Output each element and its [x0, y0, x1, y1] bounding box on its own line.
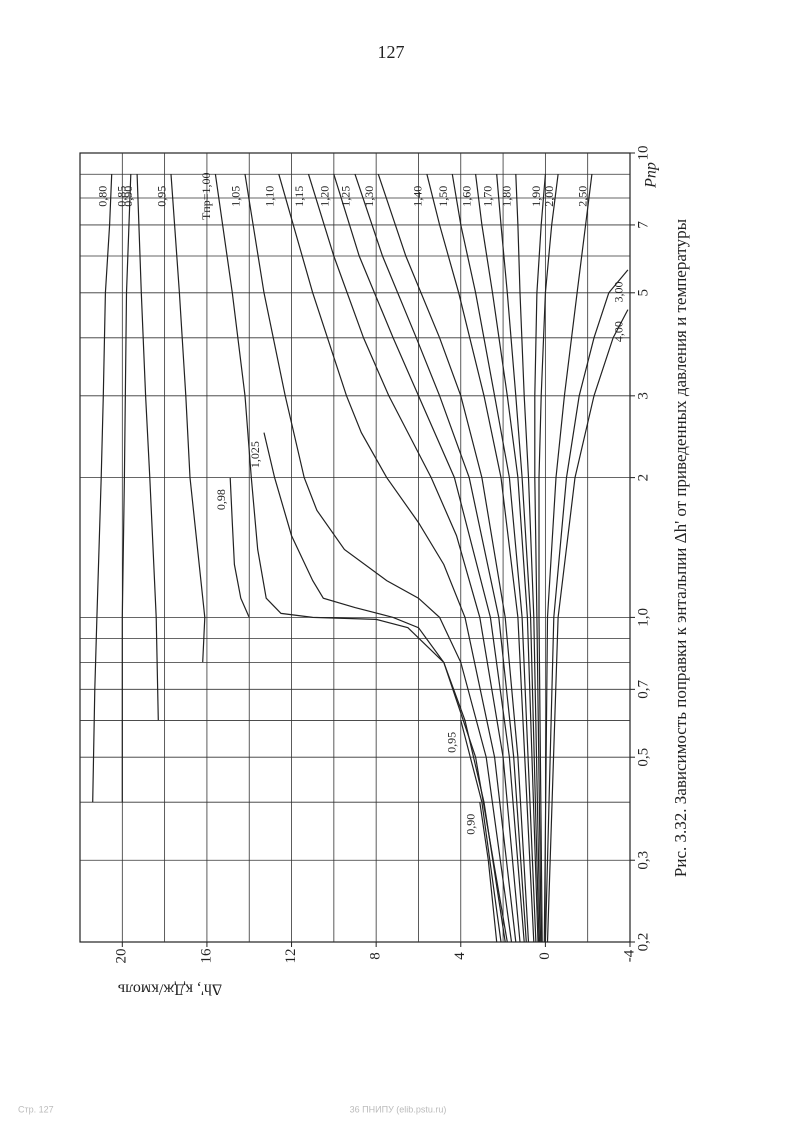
y-tick-label: 0 — [537, 952, 553, 960]
curve — [307, 174, 521, 943]
y-tick-label: 4 — [452, 952, 468, 960]
curve-label: 0,95 — [445, 732, 459, 753]
curve — [460, 720, 502, 943]
y-tick-label: 20 — [114, 949, 130, 964]
curve — [515, 174, 541, 943]
curve — [263, 432, 508, 943]
curve — [544, 269, 629, 943]
curve-label: 2,50 — [576, 186, 590, 207]
curve-label: 1,20 — [318, 186, 332, 207]
y-tick-label: 12 — [283, 949, 299, 964]
curve — [475, 174, 539, 943]
curve — [546, 309, 629, 943]
curve-label: 1,30 — [362, 186, 376, 207]
curve — [278, 174, 517, 943]
curve — [377, 174, 530, 943]
curve-label: 1,50 — [436, 186, 450, 207]
curve-label: 2,00 — [542, 186, 556, 207]
curve — [534, 174, 546, 943]
x-tick-label: 5 — [635, 289, 651, 297]
curve — [244, 174, 513, 943]
x-tick-label: 0,5 — [635, 748, 651, 767]
curve-label: 1,80 — [500, 186, 514, 207]
curve — [543, 174, 593, 943]
curve — [121, 174, 132, 803]
curve — [354, 174, 527, 943]
curve — [538, 174, 559, 943]
curve — [92, 174, 113, 803]
curve-label: 1,70 — [480, 186, 494, 207]
curve-label: 1,05 — [229, 186, 243, 207]
x-tick-label: 1,0 — [635, 608, 651, 627]
curve-label: 0,95 — [155, 186, 169, 207]
plot-frame — [79, 152, 631, 943]
x-tick-label: 0,2 — [635, 933, 651, 952]
curve-label: Tпр=1,00 — [199, 172, 213, 220]
page-number: 127 — [378, 42, 405, 62]
curve — [479, 802, 498, 943]
y-tick-label: 16 — [198, 948, 214, 964]
curve-label: 4,00 — [612, 321, 626, 342]
curve-label: 0,90 — [121, 186, 135, 207]
curve-label: 3,00 — [612, 281, 626, 302]
x-tick-label: 0,7 — [635, 679, 651, 698]
chart-title: Рис. 3.32. Зависимость поправки к энталь… — [671, 218, 690, 877]
curve — [214, 174, 506, 943]
y-tick-label: 8 — [368, 952, 384, 960]
y-tick-label: -4 — [621, 949, 637, 962]
curve — [426, 174, 535, 943]
curve — [229, 477, 250, 618]
x-tick-label: 10 — [635, 146, 651, 161]
curve — [333, 174, 525, 943]
curve-label: 0,80 — [95, 186, 109, 207]
curve — [451, 174, 537, 943]
x-tick-label: 2 — [635, 474, 651, 482]
curve — [496, 174, 540, 943]
curve-label: 0,98 — [214, 489, 228, 510]
curve-label: 0,90 — [464, 814, 478, 835]
curve-label: 1,10 — [263, 186, 277, 207]
curve-label: 1,60 — [459, 186, 473, 207]
x-axis-label: Pпр — [643, 162, 660, 189]
footer-center: 36 ПНИПУ (elib.pstu.ru) — [350, 1104, 447, 1114]
curve-label: 0,85 — [115, 186, 129, 207]
curve-label: 1,025 — [248, 441, 262, 468]
x-tick-label: 7 — [635, 221, 651, 229]
curve-label: 1,15 — [292, 186, 306, 207]
x-tick-label: 3 — [635, 392, 651, 400]
curve — [170, 174, 206, 663]
curve — [136, 174, 159, 721]
curve-label: 1,25 — [339, 186, 353, 207]
y-axis-label: Δh', кДж/кмоль — [118, 980, 222, 997]
curve-label: 1,40 — [411, 186, 425, 207]
footer-left: Стр. 127 — [18, 1104, 54, 1114]
curve-label: 1,90 — [529, 186, 543, 207]
x-tick-label: 0,3 — [635, 851, 651, 870]
